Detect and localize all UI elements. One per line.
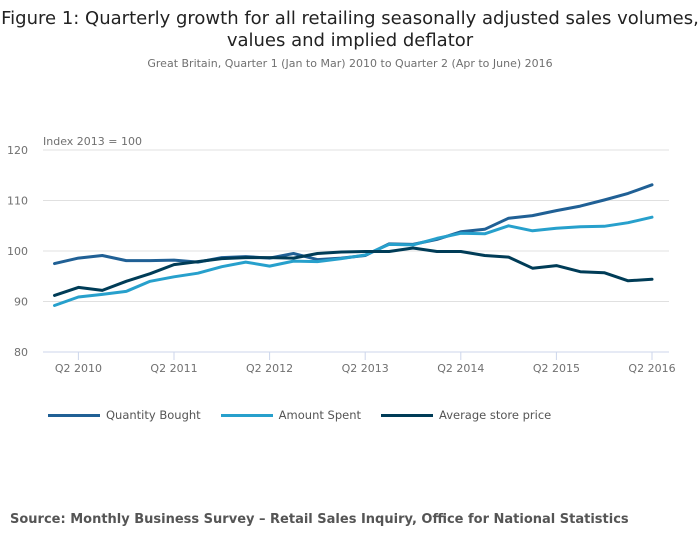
series-line-amount-spent[interactable] [53, 215, 654, 307]
legend-label: Average store price [439, 408, 552, 422]
chart-title: Figure 1: Quarterly growth for all retai… [1, 8, 699, 51]
legend: Quantity Bought Amount Spent Average sto… [48, 408, 571, 422]
y-tick-label: 120 [7, 144, 28, 157]
chart-subtitle: Great Britain, Quarter 1 (Jan to Mar) 20… [147, 57, 553, 70]
y-tick-label: 90 [14, 296, 28, 309]
legend-swatch-quantity-bought [48, 413, 100, 417]
legend-label: Amount Spent [278, 408, 361, 422]
y-axis-ticks: 80 90 100 110 120 [7, 144, 28, 359]
legend-swatch-amount-spent [220, 413, 273, 417]
gridlines [43, 149, 669, 302]
y-axis-label: Index 2013 = 100 [43, 135, 142, 148]
x-tick-label: Q2 2014 [437, 362, 484, 375]
legend-item-average-store-price[interactable]: Average store price [381, 408, 551, 422]
series-lines [53, 183, 654, 307]
x-tick-label: Q2 2015 [533, 362, 580, 375]
y-tick-label: 100 [7, 245, 28, 258]
legend-item-quantity-bought[interactable]: Quantity Bought [48, 408, 201, 422]
x-tick-label: Q2 2013 [342, 362, 389, 375]
x-tick-label: Q2 2011 [150, 362, 197, 375]
legend-label: Quantity Bought [106, 408, 201, 422]
x-axis: Q2 2010 Q2 2011 Q2 2012 Q2 2013 Q2 2014 Q2 20… [43, 351, 676, 375]
x-tick-label: Q2 2010 [55, 362, 102, 375]
legend-item-amount-spent[interactable]: Amount Spent [220, 408, 361, 422]
legend-swatch-average-store-price [381, 413, 433, 417]
y-tick-label: 110 [7, 195, 28, 208]
y-tick-label: 80 [14, 346, 28, 359]
x-tick-label: Q2 2012 [246, 362, 293, 375]
series-line-average-store-price[interactable] [53, 246, 654, 297]
x-tick-label: Q2 2016 [628, 362, 675, 375]
source-note: Source: Monthly Business Survey – Retail… [10, 512, 629, 527]
